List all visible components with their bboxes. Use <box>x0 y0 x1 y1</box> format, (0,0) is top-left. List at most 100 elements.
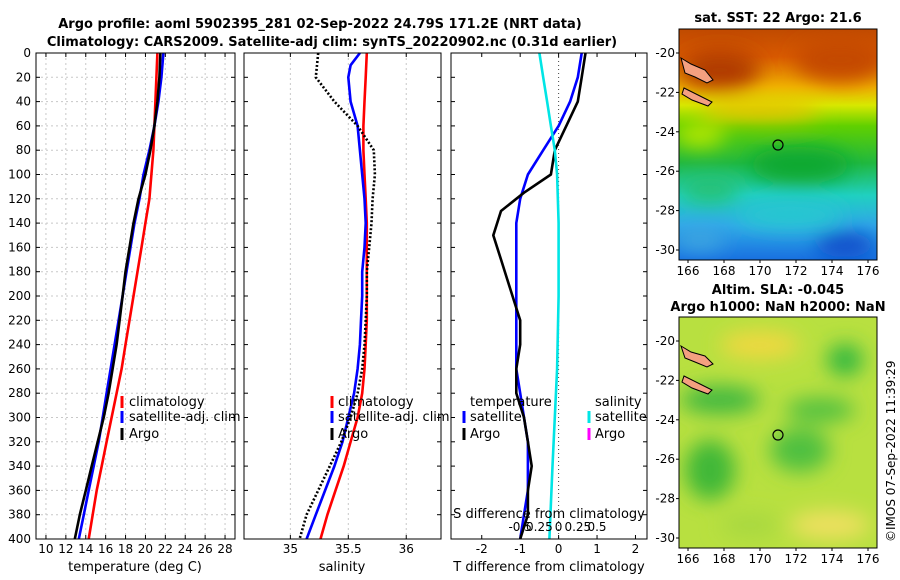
map-x-tick-label: 174 <box>821 264 844 278</box>
map-x-tick-label: 172 <box>785 264 808 278</box>
map-x-tick-label: 170 <box>749 552 772 566</box>
map-x-tick-label: 168 <box>713 264 736 278</box>
sst-land-shape <box>681 87 713 107</box>
legend-label-climatology: climatology <box>338 395 414 410</box>
sst-land-shape <box>680 56 714 84</box>
map-x-tick-label: 176 <box>857 264 880 278</box>
y-tick-label: 160 <box>8 240 31 254</box>
x-tick-label: 20 <box>138 542 153 556</box>
y-tick-label: 340 <box>8 459 31 473</box>
difference-frame <box>450 52 648 540</box>
x-tick-label: 36 <box>399 542 414 556</box>
salinity-x-label: salinity <box>319 560 366 575</box>
y-tick-label: 200 <box>8 289 31 303</box>
y-tick-label: 100 <box>8 168 31 182</box>
sst-argo-marker <box>772 139 784 151</box>
series-line-s-satellite <box>538 52 560 540</box>
legend-label-climatology: climatology <box>129 395 205 410</box>
difference-top-x-label: S difference from climatology <box>453 507 645 522</box>
sla-map: Altim. SLA: -0.045 Argo h1000: NaN h2000… <box>655 283 885 566</box>
map-x-tick-label: 174 <box>821 552 844 566</box>
x-tick-label: 18 <box>118 542 133 556</box>
series-line-satellite-adj-clim <box>305 52 368 540</box>
x-tick-label: 28 <box>217 542 232 556</box>
map-y-tick-label: -28 <box>655 492 675 506</box>
sst-map-title: sat. SST: 22 Argo: 21.6 <box>694 11 861 26</box>
y-tick-label: 40 <box>16 95 31 109</box>
y-tick-label: 120 <box>8 192 31 206</box>
map-y-tick-label: -30 <box>655 531 675 545</box>
map-y-tick-label: -26 <box>655 164 675 178</box>
y-tick-label: 400 <box>8 532 31 546</box>
map-y-tick-label: -30 <box>655 243 675 257</box>
x-tick-label: 14 <box>78 542 93 556</box>
top-x-tick-label: -0.5 <box>508 520 531 534</box>
title-line-2: Climatology: CARS2009. Satellite-adj cli… <box>47 35 617 50</box>
sst-frame <box>678 28 878 261</box>
y-tick-label: 80 <box>16 143 31 157</box>
y-tick-label: 0 <box>23 46 31 60</box>
temperature-legend: climatology satellite-adj. clim Argo <box>120 395 241 442</box>
x-tick-label: 12 <box>58 542 73 556</box>
map-x-tick-label: 172 <box>785 552 808 566</box>
salinity-legend: climatology satellite-adj. clim Argo <box>330 395 450 442</box>
y-tick-label: 140 <box>8 216 31 230</box>
map-y-tick-label: -20 <box>655 334 675 348</box>
sla-land-shape <box>681 375 713 395</box>
y-tick-label: 280 <box>8 386 31 400</box>
x-tick-label: 16 <box>98 542 113 556</box>
y-tick-label: 180 <box>8 265 31 279</box>
difference-legend: temperature satellite Argo salinity sate… <box>462 395 647 442</box>
series-line-climatology <box>319 52 369 540</box>
y-tick-label: 240 <box>8 338 31 352</box>
y-tick-label: 380 <box>8 508 31 522</box>
sst-field-texture <box>679 38 877 257</box>
y-tick-label: 360 <box>8 483 31 497</box>
map-x-tick-label: 170 <box>749 264 772 278</box>
y-tick-label: 20 <box>16 70 31 84</box>
sla-argo-marker <box>772 429 784 441</box>
x-tick-label: 24 <box>178 542 193 556</box>
series-line-t-satellite <box>514 52 583 540</box>
temperature-frame <box>35 52 236 540</box>
map-y-tick-label: -28 <box>655 204 675 218</box>
map-y-tick-label: -26 <box>655 452 675 466</box>
legend-label-satellite: satellite-adj. clim <box>129 410 241 425</box>
temperature-panel: 0 20 40 60 80 100 120 140 160 180 200 220 240 260 280 3… <box>8 46 241 575</box>
title-line-1: Argo profile: aoml 5902395_281 02-Sep-20… <box>58 17 582 32</box>
difference-x-label: T difference from climatology <box>452 560 645 575</box>
y-tick-label: 60 <box>16 119 31 133</box>
map-y-tick-label: -22 <box>655 85 675 99</box>
x-tick-label: 35 <box>283 542 298 556</box>
difference-panel: -2 -1 0 1 2-0.50.25 0 0.250.5 T difference fro… <box>450 52 648 575</box>
map-x-tick-label: 168 <box>713 552 736 566</box>
map-x-tick-label: 176 <box>857 552 880 566</box>
sla-land-shape <box>680 344 714 368</box>
x-tick-label: 0 <box>555 542 563 556</box>
y-tick-label: 320 <box>8 435 31 449</box>
sst-map: sat. SST: 22 Argo: 21.6 -20 -22 -24 -26 -28 -… <box>655 11 880 278</box>
sla-map-title-2: Argo h1000: NaN h2000: NaN <box>670 300 885 315</box>
y-tick-label: 300 <box>8 411 31 425</box>
y-tick-label: 220 <box>8 313 31 327</box>
x-tick-label: 35.5 <box>335 542 362 556</box>
legend-label-t-satellite: satellite <box>470 410 522 425</box>
salinity-panel: 35 35.5 36 salinity climatology satellite-… <box>243 52 450 575</box>
y-tick-label: 260 <box>8 362 31 376</box>
legend-title-salinity: salinity <box>595 395 642 410</box>
map-x-tick-label: 166 <box>677 552 700 566</box>
legend-label-satellite: satellite-adj. clim <box>338 410 450 425</box>
map-y-tick-label: -22 <box>655 373 675 387</box>
top-x-tick-label: 0 <box>555 520 563 534</box>
temperature-x-label: temperature (deg C) <box>68 560 202 575</box>
top-x-tick-label: 0.25 <box>526 520 553 534</box>
legend-label-argo: Argo <box>338 427 368 442</box>
timestamp-copyright: ©IMOS 07-Sep-2022 11:39:29 <box>884 360 898 542</box>
map-y-tick-label: -20 <box>655 46 675 60</box>
sla-field-texture <box>680 331 870 539</box>
series-line-argo <box>73 52 162 540</box>
x-tick-label: -2 <box>476 542 488 556</box>
x-tick-label: 1 <box>593 542 601 556</box>
x-tick-label: -1 <box>514 542 526 556</box>
legend-label-argo: Argo <box>129 427 159 442</box>
